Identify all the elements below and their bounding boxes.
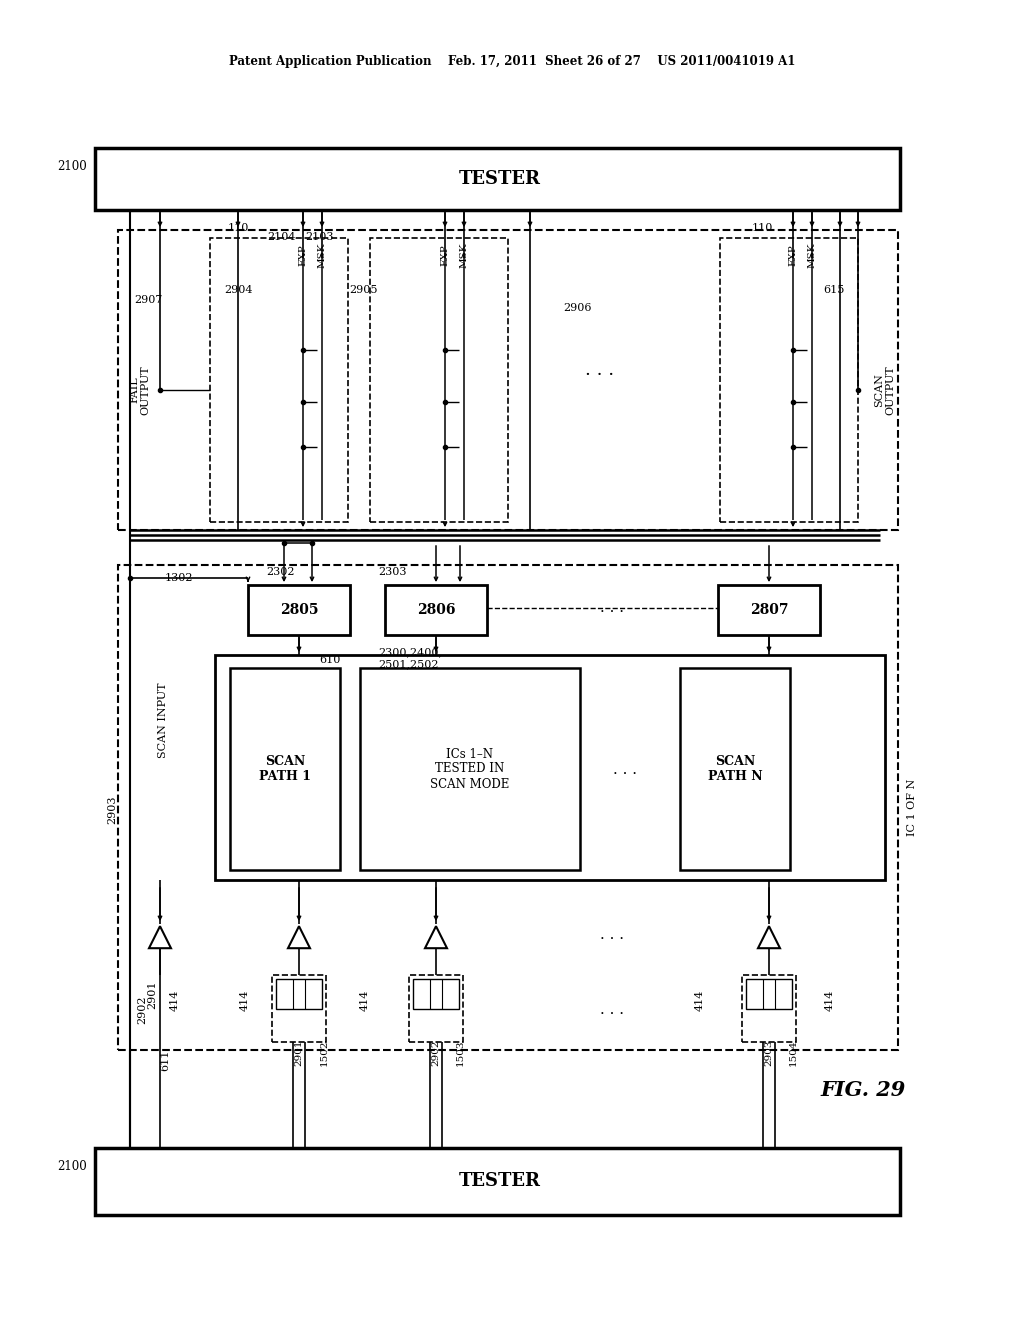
Text: SCAN
OUTPUT: SCAN OUTPUT <box>874 366 896 414</box>
Text: 414: 414 <box>170 989 180 1011</box>
Text: . . .: . . . <box>586 360 614 379</box>
Bar <box>720 238 858 521</box>
Text: 2100: 2100 <box>57 160 87 173</box>
Text: 1504: 1504 <box>788 1040 798 1067</box>
Bar <box>118 565 898 1049</box>
Text: 414: 414 <box>360 989 370 1011</box>
Text: . . .: . . . <box>600 601 624 615</box>
Bar <box>413 979 459 1008</box>
Text: . . .: . . . <box>600 1003 624 1016</box>
Bar <box>276 979 322 1008</box>
Bar <box>95 148 900 210</box>
Text: 2903: 2903 <box>765 1040 773 1067</box>
Text: IC 1 OF N: IC 1 OF N <box>907 779 918 836</box>
Text: 610: 610 <box>319 655 341 665</box>
Bar <box>272 975 326 1041</box>
Text: 615: 615 <box>823 285 845 294</box>
Text: FAIL
OUTPUT: FAIL OUTPUT <box>129 366 151 414</box>
Text: 110: 110 <box>227 223 249 234</box>
Text: 1302: 1302 <box>165 573 193 583</box>
Text: MSK: MSK <box>317 243 327 268</box>
Text: FIG. 29: FIG. 29 <box>820 1080 905 1100</box>
Text: EXP: EXP <box>788 244 798 265</box>
Text: MSK: MSK <box>808 243 816 268</box>
Text: 414: 414 <box>695 989 705 1011</box>
Text: 2807: 2807 <box>750 603 788 616</box>
Text: . . .: . . . <box>613 763 637 777</box>
Text: TESTER: TESTER <box>459 1172 541 1191</box>
Text: 1502: 1502 <box>319 1040 329 1067</box>
Text: 2907: 2907 <box>134 294 163 305</box>
Text: 2806: 2806 <box>417 603 456 616</box>
Text: 2902: 2902 <box>431 1040 440 1067</box>
Text: TESTER: TESTER <box>459 170 541 187</box>
Text: 2906: 2906 <box>564 304 592 313</box>
Bar <box>248 585 350 635</box>
Bar <box>742 975 796 1041</box>
Text: 2901: 2901 <box>295 1040 303 1067</box>
Text: 2902: 2902 <box>137 995 147 1024</box>
Bar <box>118 230 898 531</box>
Text: EXP: EXP <box>440 244 450 265</box>
Bar <box>210 238 348 521</box>
Text: EXP: EXP <box>299 244 307 265</box>
Text: 2905: 2905 <box>349 285 378 294</box>
Text: 2904: 2904 <box>224 285 253 294</box>
Bar <box>95 1148 900 1214</box>
Text: MSK: MSK <box>460 243 469 268</box>
Bar <box>230 668 340 870</box>
Bar <box>215 655 885 880</box>
Text: 2302: 2302 <box>266 568 295 577</box>
Text: SCAN INPUT: SCAN INPUT <box>158 682 168 758</box>
Text: 2103: 2103 <box>306 232 334 242</box>
Bar <box>680 668 790 870</box>
Text: 2303: 2303 <box>378 568 407 577</box>
Text: Patent Application Publication    Feb. 17, 2011  Sheet 26 of 27    US 2011/00410: Patent Application Publication Feb. 17, … <box>228 55 796 69</box>
Text: 414: 414 <box>240 989 250 1011</box>
Text: 2805: 2805 <box>280 603 318 616</box>
Bar <box>746 979 792 1008</box>
Text: 2104: 2104 <box>267 232 296 242</box>
Text: 414: 414 <box>825 989 835 1011</box>
Text: 1503: 1503 <box>456 1040 465 1067</box>
Text: 110: 110 <box>752 223 773 234</box>
Text: 611: 611 <box>160 1049 170 1071</box>
Text: SCAN
PATH 1: SCAN PATH 1 <box>259 755 311 783</box>
Text: 2300,2400,
2501,2502: 2300,2400, 2501,2502 <box>378 647 442 669</box>
Text: . . .: . . . <box>600 928 624 942</box>
Bar <box>718 585 820 635</box>
Text: 2100: 2100 <box>57 1159 87 1172</box>
Text: SCAN
PATH N: SCAN PATH N <box>708 755 762 783</box>
Text: 2903: 2903 <box>106 796 117 824</box>
Bar <box>409 975 463 1041</box>
Bar <box>385 585 487 635</box>
Text: 2901: 2901 <box>147 981 157 1010</box>
Text: ICs 1–N
TESTED IN
SCAN MODE: ICs 1–N TESTED IN SCAN MODE <box>430 747 510 791</box>
Bar <box>360 668 580 870</box>
Bar <box>370 238 508 521</box>
